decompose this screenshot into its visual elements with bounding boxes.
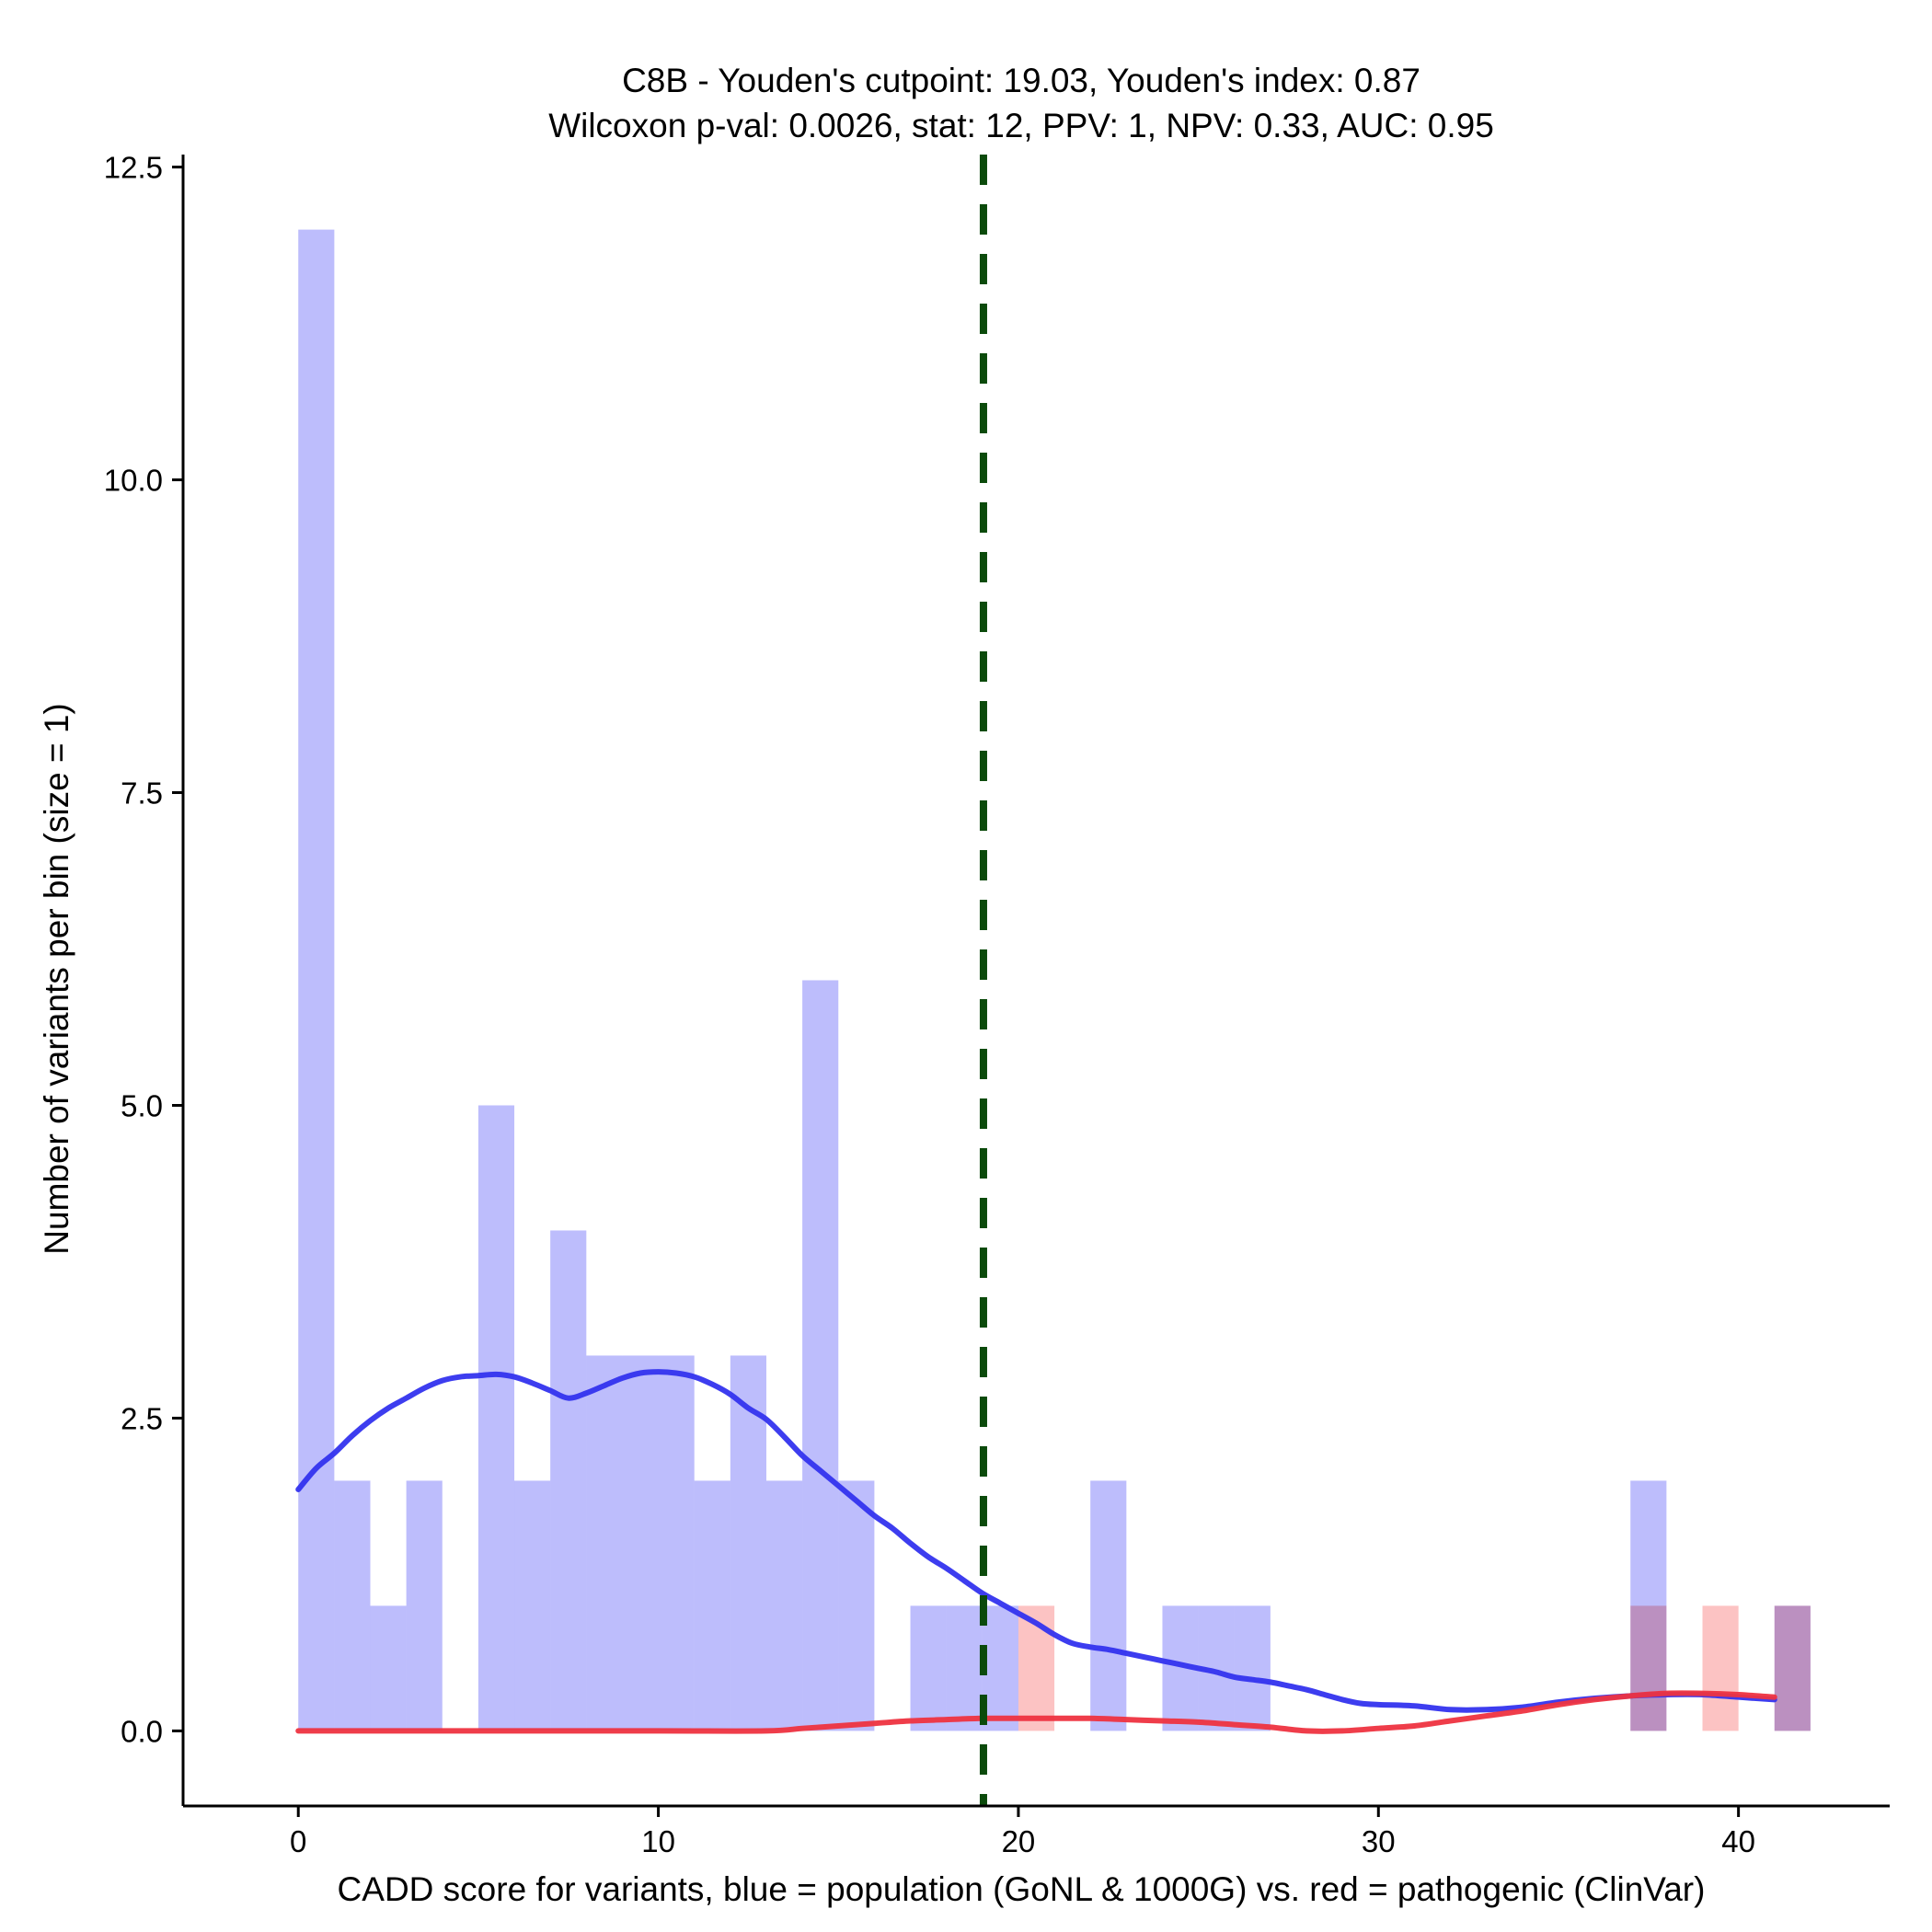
chart-title-line-2: Wilcoxon p-val: 0.0026, stat: 12, PPV: 1…	[548, 107, 1494, 144]
population-bar	[765, 1480, 803, 1731]
pathogenic-bar	[1630, 1605, 1667, 1731]
y-tick-label: 12.5	[104, 151, 163, 185]
y-tick-label: 2.5	[121, 1401, 163, 1435]
x-tick-label: 40	[1721, 1824, 1755, 1858]
pathogenic-bar	[1018, 1605, 1055, 1731]
pathogenic-density-line	[295, 1690, 1777, 1734]
population-bar	[1234, 1605, 1271, 1731]
population-density-line	[295, 1369, 1777, 1713]
axes: 0 10 20 30 40 0.0 2.5 5.0 7.5 10.0 12.5	[104, 151, 1890, 1858]
chart-title-line-1: C8B - Youden's cutpoint: 19.03, Youden's…	[622, 62, 1420, 99]
y-tick-label: 10.0	[104, 464, 163, 498]
population-bar	[910, 1605, 947, 1731]
population-bar	[658, 1355, 695, 1731]
pathogenic-bar	[1702, 1605, 1739, 1731]
x-tick-label: 30	[1362, 1824, 1396, 1858]
population-bar	[982, 1605, 1018, 1731]
population-bar	[730, 1355, 766, 1731]
x-tick-label: 0	[290, 1824, 306, 1858]
population-bar	[298, 229, 335, 1731]
pathogenic-bar	[1774, 1605, 1811, 1731]
population-bar	[334, 1480, 371, 1731]
population-bar	[694, 1480, 730, 1731]
y-tick-label: 7.5	[121, 776, 163, 811]
x-axis-label: CADD score for variants, blue = populati…	[338, 1870, 1706, 1908]
density-curves	[295, 1369, 1777, 1734]
population-bar	[370, 1605, 407, 1731]
population-bar	[586, 1355, 623, 1731]
y-axis-label: Number of variants per bin (size = 1)	[38, 703, 75, 1254]
population-bar	[1090, 1480, 1127, 1731]
x-tick-label: 20	[1002, 1824, 1036, 1858]
population-bar	[514, 1480, 551, 1731]
y-tick-label: 5.0	[121, 1088, 163, 1122]
population-bar	[406, 1480, 443, 1731]
x-tick-label: 10	[641, 1824, 675, 1858]
population-bar	[550, 1230, 587, 1731]
pathogenic-bars	[1018, 1605, 1811, 1731]
population-bar	[622, 1355, 659, 1731]
population-bar	[838, 1480, 875, 1731]
population-bar	[802, 980, 839, 1731]
population-bar	[946, 1605, 983, 1731]
y-tick-label: 0.0	[121, 1714, 163, 1748]
population-bar	[477, 1105, 515, 1731]
